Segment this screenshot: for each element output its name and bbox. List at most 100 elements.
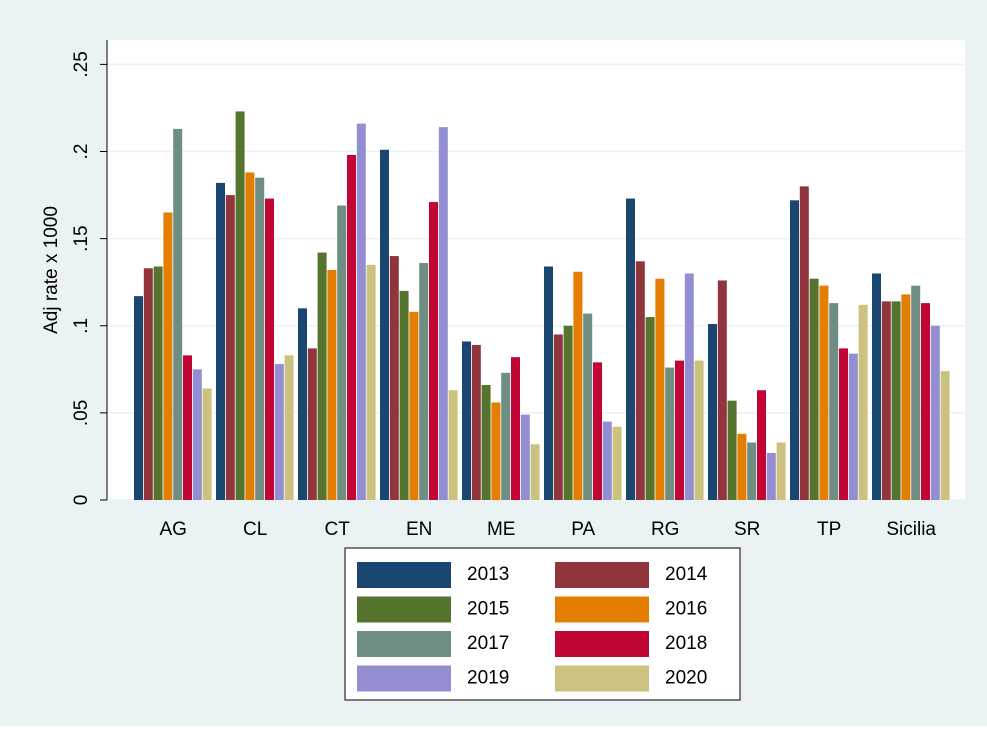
- bar: [626, 198, 635, 500]
- bar: [645, 317, 655, 500]
- y-tick-label: .05: [71, 400, 92, 426]
- bar: [399, 290, 409, 500]
- bar: [202, 388, 212, 500]
- bar: [511, 357, 520, 500]
- bar: [766, 452, 776, 500]
- bar: [337, 205, 347, 500]
- bar: [134, 296, 143, 500]
- bar: [573, 271, 583, 500]
- bar: [881, 301, 891, 500]
- bar: [819, 285, 829, 500]
- bar: [901, 294, 911, 500]
- bar: [593, 362, 602, 500]
- bar: [839, 348, 848, 500]
- bar: [317, 252, 327, 500]
- bar: [409, 311, 419, 500]
- x-tick-label: PA: [571, 519, 595, 540]
- bar: [737, 433, 747, 500]
- bar: [727, 400, 737, 500]
- bar: [520, 414, 530, 500]
- bar: [255, 177, 265, 500]
- bar: [848, 353, 858, 500]
- legend-swatch: [555, 631, 649, 657]
- legend-label: 2019: [467, 668, 509, 689]
- bar: [655, 278, 665, 500]
- bar: [327, 270, 337, 500]
- legend-swatch: [555, 596, 649, 623]
- x-tick-label: AG: [159, 519, 186, 540]
- bar: [284, 355, 294, 500]
- y-tick-label: .2: [71, 144, 92, 160]
- x-tick-label: CL: [243, 519, 267, 540]
- bar: [389, 256, 399, 500]
- x-tick-label: TP: [817, 519, 841, 540]
- bar: [563, 325, 573, 500]
- bar: [675, 360, 684, 500]
- x-tick-label: ME: [487, 519, 516, 540]
- bar: [419, 263, 429, 500]
- bar: [307, 348, 317, 500]
- bar: [491, 402, 501, 500]
- bar: [930, 325, 940, 500]
- bar: [380, 149, 389, 501]
- bar: [708, 324, 717, 500]
- bar: [612, 426, 622, 500]
- bar: [438, 127, 448, 500]
- bar: [163, 212, 173, 500]
- legend-label: 2014: [665, 564, 708, 585]
- legend-label: 2015: [467, 599, 509, 620]
- bar: [635, 261, 645, 500]
- x-tick-label: Sicilia: [886, 519, 936, 540]
- bar: [858, 304, 868, 500]
- bar: [747, 442, 757, 500]
- bar: [235, 111, 245, 500]
- bar: [790, 200, 799, 500]
- legend-swatch: [555, 562, 649, 588]
- bar: [829, 303, 839, 500]
- bar: [245, 172, 255, 500]
- bar: [462, 341, 471, 500]
- bar: [717, 280, 727, 500]
- legend-label: 2018: [665, 633, 707, 654]
- bar: [225, 195, 235, 501]
- bar: [471, 344, 481, 500]
- bar: [602, 421, 612, 500]
- bar: [776, 442, 786, 500]
- bar: [501, 372, 511, 500]
- y-tick-label: .1: [71, 318, 92, 334]
- bar: [799, 186, 809, 500]
- y-tick-label: 0: [71, 495, 92, 506]
- bar: [356, 123, 366, 501]
- y-axis-label: Adj rate x 1000: [41, 206, 62, 334]
- legend-label: 2016: [665, 599, 707, 620]
- bar: [684, 273, 694, 500]
- bar: [809, 278, 819, 500]
- legend-swatch: [357, 665, 451, 692]
- bar: [153, 266, 163, 500]
- bar: [298, 308, 307, 500]
- bar: [143, 268, 153, 500]
- bar: [347, 155, 356, 500]
- legend-swatch: [357, 596, 451, 623]
- bar: [872, 273, 881, 500]
- bar: [583, 313, 593, 500]
- bar: [891, 301, 901, 500]
- bar: [911, 285, 921, 500]
- bar: [553, 334, 563, 500]
- legend-swatch: [555, 665, 649, 692]
- x-tick-label: RG: [651, 519, 680, 540]
- bar: [429, 202, 438, 500]
- bar: [665, 367, 675, 500]
- legend-label: 2017: [467, 633, 509, 654]
- bar: [366, 264, 376, 500]
- bar: [694, 360, 704, 500]
- legend-label: 2020: [665, 668, 707, 689]
- bar: [757, 390, 766, 500]
- legend-swatch: [357, 631, 451, 657]
- x-tick-label: EN: [406, 519, 432, 540]
- bar: [940, 371, 950, 500]
- bar: [544, 266, 553, 500]
- y-tick-label: .25: [71, 51, 92, 77]
- bar: [481, 385, 491, 500]
